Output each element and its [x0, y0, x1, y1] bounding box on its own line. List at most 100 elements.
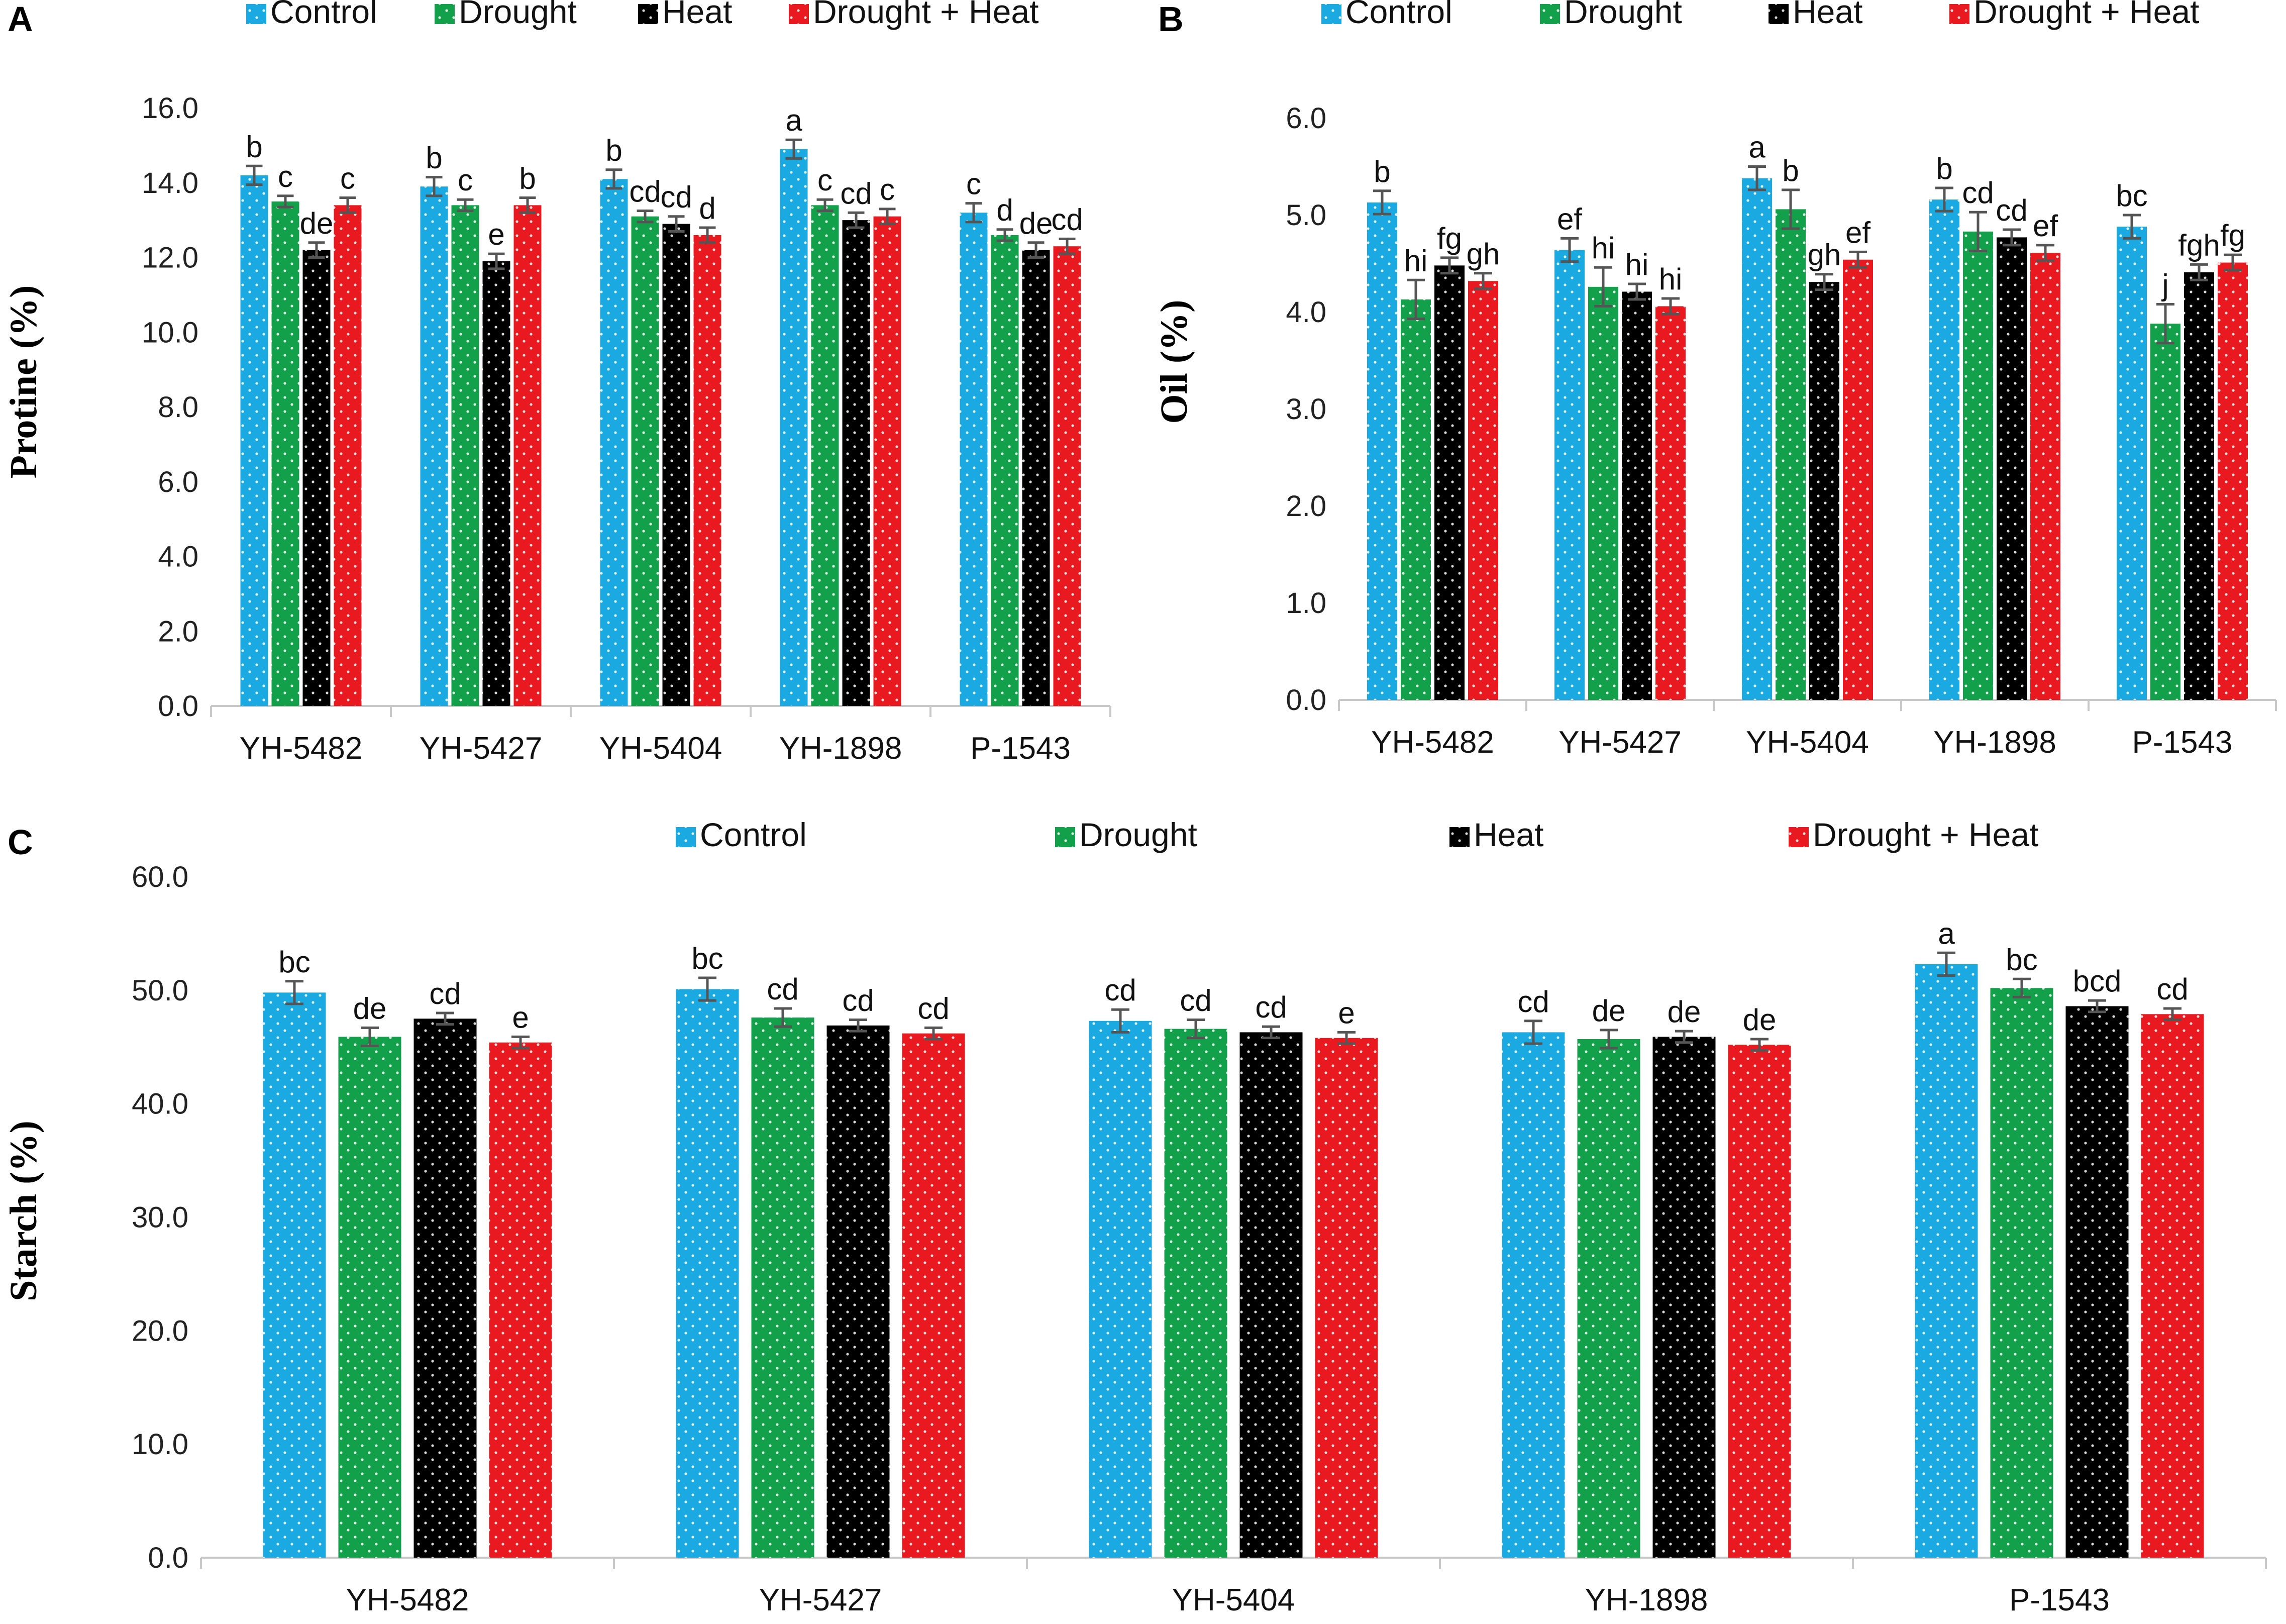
panel-c-significance-letter: cd — [2156, 972, 2188, 1006]
panel-a-legend-swatch-pattern — [435, 4, 455, 24]
panel-c-x-tick-label: YH-1898 — [1585, 1583, 1708, 1617]
panel-b-significance-letter: hi — [1404, 244, 1428, 277]
panel-b-legend-swatch-pattern — [1949, 4, 1969, 24]
panel-a-x-tick-label: YH-5482 — [240, 731, 363, 766]
panel-b-significance-letter: b — [1782, 154, 1799, 187]
panel-c-bar-texture — [1315, 1038, 1378, 1558]
panel-b-legend-label-drought: Drought — [1564, 0, 1682, 30]
panel-b-bar-texture — [1742, 178, 1772, 700]
panel-c-significance-letter: bcd — [2073, 964, 2122, 998]
panel-c-y-tick-label: 40.0 — [132, 1088, 188, 1121]
panel-a-significance-letter: c — [880, 173, 895, 207]
panel-b-y-tick-label: 2.0 — [1286, 490, 1326, 523]
panel-a-significance-letter: de — [1019, 207, 1053, 240]
panel-a-significance-letter: c — [966, 167, 981, 201]
panel-c-x-tick-label: YH-5404 — [1172, 1583, 1295, 1617]
panel-b-y-tick-label: 0.0 — [1286, 684, 1326, 717]
panel-a-x-tick-label: YH-1898 — [779, 731, 902, 766]
panel-b-legend-swatch-pattern — [1321, 4, 1341, 24]
panel-c-y-axis-label: Starch (%) — [3, 1121, 45, 1301]
panel-a-significance-letter: b — [426, 141, 442, 175]
panel-b-legend-swatch-pattern — [1540, 4, 1560, 24]
panel-c-significance-letter: cd — [429, 977, 461, 1010]
panel-c-significance-letter: bc — [2006, 943, 2037, 976]
panel-c-legend-swatch-pattern — [676, 827, 696, 847]
panel-c-y-tick-label: 30.0 — [132, 1201, 188, 1234]
panel-b-significance-letter: b — [1374, 155, 1390, 188]
panel-c-legend-label-drought: Drought — [1079, 816, 1197, 853]
panel-b-bar-texture — [1843, 259, 1873, 700]
panel-c-bar-texture — [1577, 1039, 1640, 1558]
panel-a-significance-letter: cd — [1051, 202, 1083, 236]
panel-b-bar-texture — [1401, 299, 1431, 700]
panel-a-legend-swatch-pattern — [246, 4, 266, 24]
panel-a-y-tick-label: 0.0 — [158, 690, 198, 723]
panel-b-significance-letter: fg — [2220, 219, 2245, 252]
panel-b-bar-texture — [1655, 306, 1686, 700]
panel-c-significance-letter: cd — [1180, 984, 1211, 1018]
panel-b-y-tick-label: 1.0 — [1286, 587, 1326, 620]
panel-b-bar-texture — [1367, 202, 1397, 700]
panel-c-label: C — [8, 823, 33, 862]
panel-c-bar-texture — [1502, 1032, 1565, 1558]
panel-a-y-tick-label: 10.0 — [142, 316, 198, 349]
panel-c-significance-letter: cd — [917, 991, 949, 1025]
panel-b-y-tick-label: 5.0 — [1286, 199, 1326, 232]
panel-b-significance-letter: gh — [1808, 238, 1841, 272]
panel-b-significance-letter: fgh — [2178, 228, 2220, 262]
panel-c-significance-letter: cd — [767, 972, 798, 1006]
panel-b-bar-texture — [2184, 272, 2214, 700]
panel-c-significance-letter: de — [1668, 995, 1701, 1029]
panel-a-significance-letter: c — [278, 160, 293, 193]
panel-c-bar-texture — [263, 992, 326, 1558]
panel-c-significance-letter: e — [512, 1000, 529, 1034]
panel-b-legend-label-drought-heat: Drought + Heat — [1973, 0, 2199, 30]
panel-c-significance-letter: de — [353, 991, 387, 1025]
panel-b-bar-texture — [1622, 291, 1652, 700]
panel-a-bar-texture — [1053, 246, 1081, 706]
panel-b-bar-texture — [1963, 231, 1993, 700]
panel-a-bar-texture — [420, 186, 448, 706]
panel-b-bar-texture — [1776, 209, 1806, 700]
panel-b-y-tick-label: 4.0 — [1286, 296, 1326, 329]
panel-b-significance-letter: fg — [1437, 222, 1462, 255]
panel-b-significance-letter: ef — [1557, 202, 1582, 236]
panel-b-bar-texture — [2030, 253, 2060, 700]
panel-c-bar-texture — [2065, 1006, 2129, 1558]
panel-a-significance-letter: b — [605, 134, 622, 167]
panel-b-bar-texture — [1997, 237, 2027, 700]
panel-a-y-tick-label: 14.0 — [142, 167, 198, 199]
panel-b-bar-texture — [1554, 250, 1585, 700]
panel-c: C Control Drought Heat Drought + Heat Starc… — [3, 816, 2267, 1617]
panel-a-y-tick-label: 12.0 — [142, 242, 198, 274]
panel-a-bar-texture — [662, 224, 690, 706]
panel-a-bar-texture — [240, 175, 268, 706]
panel-c-significance-letter: cd — [842, 984, 874, 1018]
panel-b-significance-letter: cd — [1962, 176, 1994, 210]
panel-a-x-tick-label: P-1543 — [970, 731, 1071, 766]
panel-c-x-tick-label: P-1543 — [2009, 1583, 2110, 1617]
panel-b-significance-letter: gh — [1467, 237, 1500, 271]
panel-c-bar-texture — [902, 1033, 965, 1558]
panel-b-x-tick-label: YH-5427 — [1558, 725, 1682, 760]
panel-a-bar-texture — [873, 216, 901, 706]
panel-a-significance-letter: a — [785, 104, 802, 137]
panel-c-legend: Control Drought Heat Drought + Heat — [676, 816, 2038, 853]
panel-b-significance-letter: a — [1748, 131, 1765, 164]
panel-c-x-tick-label: YH-5427 — [759, 1583, 882, 1617]
panel-c-legend-swatch-pattern — [1789, 827, 1809, 847]
panel-c-x-tick-label: YH-5482 — [346, 1583, 469, 1617]
panel-b-legend-swatch-pattern — [1769, 4, 1789, 24]
panel-c-bar-texture — [1089, 1021, 1152, 1558]
panel-a-bar-texture — [842, 220, 870, 706]
panel-a-significance-letter: e — [488, 218, 504, 251]
panel-c-bar-texture — [413, 1019, 477, 1558]
panel-a-bar-texture — [991, 235, 1019, 706]
panel-a-bar-texture — [513, 205, 542, 706]
panel-b: B Control Drought Heat Drought + Heat Oil (… — [1153, 0, 2277, 760]
panel-c-legend-swatch-pattern — [1055, 827, 1075, 847]
panel-a-significance-letter: c — [458, 163, 473, 197]
panel-b-y-tick-label: 6.0 — [1286, 102, 1326, 135]
panel-a-significance-letter: b — [246, 130, 262, 163]
